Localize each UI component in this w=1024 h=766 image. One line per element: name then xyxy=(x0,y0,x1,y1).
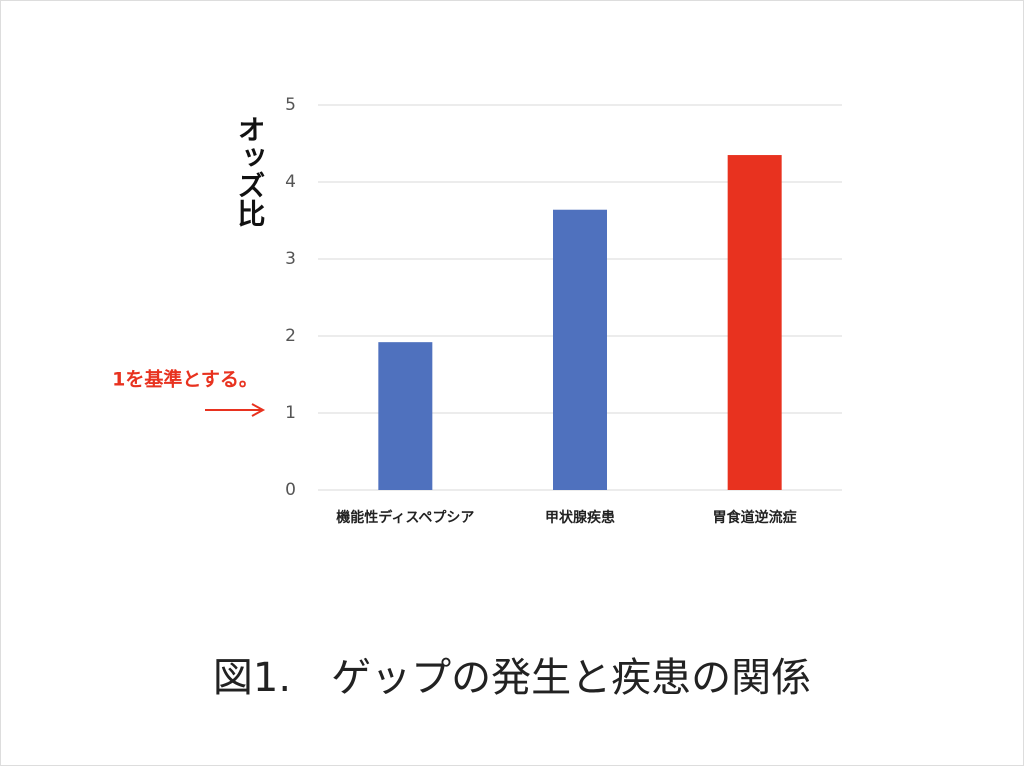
annotation: 1を基準とする。 xyxy=(112,368,258,391)
y-axis-label: オッズ比 xyxy=(234,115,267,228)
y-tick-label: 3 xyxy=(285,249,296,269)
bar xyxy=(553,209,607,490)
y-tick-label: 5 xyxy=(285,95,296,115)
y-tick-label: 4 xyxy=(285,172,296,192)
caption: 図1. ゲップの発生と疾患の関係 xyxy=(213,655,811,701)
y-tick-label: 0 xyxy=(285,480,296,500)
x-tick-label: 胃食道逆流症 xyxy=(713,509,797,526)
x-tick-label: 甲状腺疾患 xyxy=(545,509,615,526)
annotation-arrow xyxy=(205,403,266,417)
x-tick-label: 機能性ディスペプシア xyxy=(336,509,474,526)
bar xyxy=(378,342,433,490)
y-tick-label: 1 xyxy=(285,403,296,423)
y-tick-label: 2 xyxy=(285,326,296,346)
bar xyxy=(727,155,782,491)
arrow-head xyxy=(251,403,266,417)
